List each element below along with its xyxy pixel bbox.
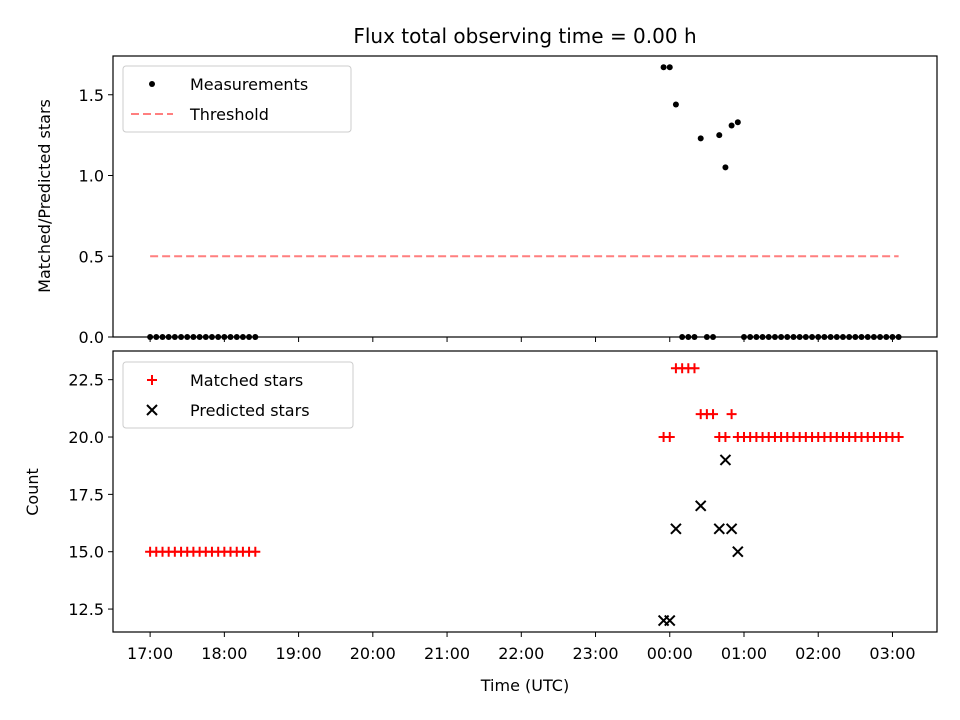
top-legend-label: Threshold: [189, 105, 269, 124]
bottom-x-point: [670, 523, 682, 535]
bottom-x-point: [695, 500, 707, 512]
bottom-plus-point: [250, 546, 261, 557]
bottom-y-tick-label: 15.0: [68, 543, 104, 562]
bottom-legend-label: Matched stars: [190, 371, 303, 390]
top-dot-point: [716, 132, 723, 139]
top-dot-point: [672, 101, 679, 108]
top-y-tick-label: 0.5: [79, 247, 104, 266]
top-plot-frame: [112, 55, 938, 338]
top-dot-point: [722, 164, 729, 171]
x-tick-label: 19:00: [276, 644, 322, 663]
bottom-y-tick-label: 17.5: [68, 485, 104, 504]
bottom-y-tick-label: 22.5: [68, 371, 104, 390]
top-y-tick-label: 0.0: [79, 328, 104, 347]
bottom-plus-point: [689, 363, 700, 374]
x-tick-label: 23:00: [572, 644, 618, 663]
top-dot-point: [728, 122, 735, 129]
x-tick-label: 20:00: [350, 644, 396, 663]
top-y-axis-label: Matched/Predicted stars: [35, 99, 54, 293]
top-legend-label: Measurements: [190, 75, 308, 94]
x-tick-label: 00:00: [647, 644, 693, 663]
bottom-y-axis-label: Count: [23, 468, 42, 516]
bottom-series-predicted-stars: [657, 454, 744, 627]
x-tick-label: 01:00: [721, 644, 767, 663]
bottom-y-tick-label: 20.0: [68, 428, 104, 447]
top-dot-point: [697, 135, 704, 142]
bottom-plus-point: [708, 409, 719, 420]
bottom-x-point: [664, 614, 676, 627]
top-series-measurements: [147, 64, 902, 340]
top-dot-point: [666, 64, 673, 71]
bottom-x-point: [732, 546, 744, 558]
x-tick-label: 17:00: [127, 644, 173, 663]
top-chart-title: Flux total observing time = 0.00 h: [353, 24, 696, 48]
x-tick-label: 02:00: [795, 644, 841, 663]
bottom-plot: 12.5 15.0 17.5 20.0 22.5 17:00 18:00 19:00 20:00…: [68, 350, 938, 663]
bottom-legend-box: [122, 361, 354, 429]
bottom-plus-point: [893, 432, 904, 443]
bottom-series-matched-stars: [145, 363, 904, 557]
x-tick-label: 22:00: [498, 644, 544, 663]
legend-x-swatch: [146, 404, 158, 416]
x-tick-label: 03:00: [869, 644, 915, 663]
bottom-plus-point: [664, 432, 675, 443]
legend-dot-swatch: [149, 81, 155, 87]
bottom-x-point: [719, 454, 732, 466]
x-tick-label: 18:00: [201, 644, 247, 663]
top-plot: 0.0 0.5 1.0 1.5 Measurements Threshold: [79, 55, 938, 347]
bottom-y-tick-label: 12.5: [68, 600, 104, 619]
top-dot-point: [734, 119, 741, 126]
bottom-legend: Matched stars Predicted stars: [122, 361, 354, 429]
bottom-x-axis-label: Time (UTC): [480, 676, 569, 695]
legend-plus-swatch: [147, 375, 157, 385]
bottom-plus-point: [720, 432, 731, 443]
bottom-x-point: [725, 523, 738, 535]
bottom-plus-point: [726, 409, 737, 420]
top-dot-point: [660, 64, 667, 71]
bottom-plot-frame: [112, 350, 938, 633]
top-legend: Measurements Threshold: [122, 65, 352, 133]
x-tick-label: 21:00: [424, 644, 470, 663]
bottom-x-point: [713, 523, 725, 535]
bottom-legend-label: Predicted stars: [190, 401, 310, 420]
top-legend-box: [122, 65, 352, 133]
top-y-tick-label: 1.5: [79, 86, 104, 105]
top-y-tick-label: 1.0: [79, 167, 104, 186]
